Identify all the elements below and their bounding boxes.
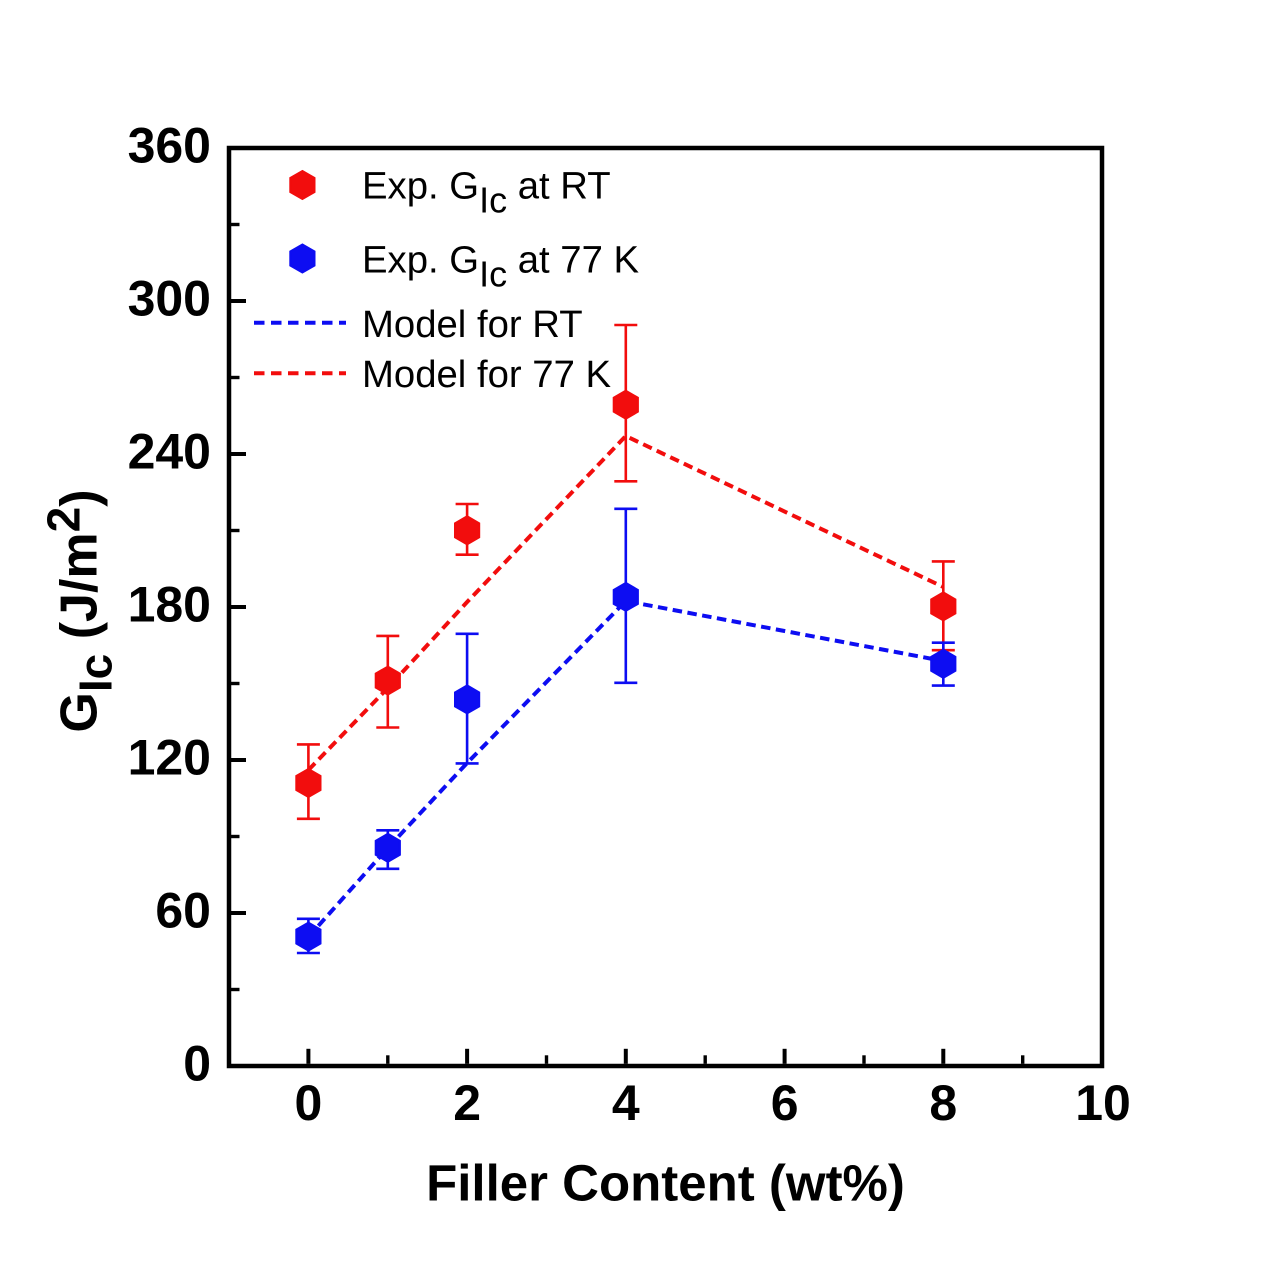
svg-text:Model for 77 K: Model for 77 K [362,353,612,396]
svg-text:60: 60 [155,883,211,939]
svg-text:180: 180 [128,577,211,633]
svg-text:8: 8 [929,1075,957,1131]
svg-text:6: 6 [771,1075,799,1131]
svg-text:4: 4 [612,1075,640,1131]
svg-text:GIc (J/m2): GIc (J/m2) [38,489,122,732]
svg-text:Exp. GIc at RT: Exp. GIc at RT [362,164,611,220]
svg-text:Model for RT: Model for RT [362,303,583,346]
svg-text:Exp. GIc at 77 K: Exp. GIc at 77 K [362,239,640,295]
svg-text:0: 0 [183,1036,211,1092]
svg-text:300: 300 [128,271,211,327]
svg-text:Filler Content (wt%): Filler Content (wt%) [426,1155,905,1212]
svg-text:2: 2 [453,1075,481,1131]
svg-text:120: 120 [128,730,211,786]
svg-text:240: 240 [128,424,211,480]
svg-text:360: 360 [128,118,211,174]
svg-text:0: 0 [294,1075,322,1131]
svg-text:10: 10 [1075,1075,1131,1131]
